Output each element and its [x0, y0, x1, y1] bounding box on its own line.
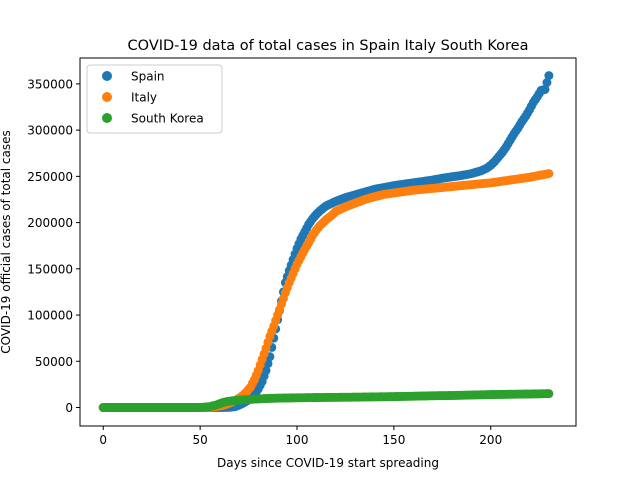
data-point [544, 71, 554, 81]
series-south-korea [98, 389, 554, 413]
y-tick-label: 50000 [35, 355, 73, 369]
x-axis: 0 50 100 150 200 [99, 426, 502, 447]
data-point [544, 389, 554, 399]
x-tick-label: 150 [382, 433, 405, 447]
y-tick-label: 150000 [27, 262, 73, 276]
legend-label: South Korea [131, 112, 204, 126]
x-tick-label: 50 [192, 433, 207, 447]
legend: Spain Italy South Korea [86, 64, 223, 134]
y-tick-label: 350000 [27, 77, 73, 91]
plot-area [79, 57, 577, 427]
data-point [544, 169, 554, 179]
y-tick-label: 250000 [27, 170, 73, 184]
y-tick-label: 300000 [27, 124, 73, 138]
plot-frame [79, 57, 577, 427]
y-tick-label: 100000 [27, 309, 73, 323]
y-tick-label: 0 [65, 401, 73, 415]
x-tick-label: 200 [479, 433, 502, 447]
x-tick-label: 100 [286, 433, 309, 447]
y-tick-label: 200000 [27, 216, 73, 230]
data-point [542, 78, 552, 87]
legend-marker [102, 71, 112, 81]
legend-label: Italy [131, 91, 157, 105]
legend-label: Spain [131, 70, 165, 84]
legend-box [86, 64, 223, 134]
y-axis-label: COVID-19 official cases of total cases [0, 130, 13, 354]
data-point [261, 366, 271, 376]
chart-title: COVID-19 data of total cases in Spain It… [128, 38, 529, 54]
legend-marker [102, 113, 112, 123]
x-tick-label: 0 [99, 433, 107, 447]
legend-marker [102, 92, 112, 102]
y-axis: 0 50000 100000 150000 200000 250000 300000 3500… [27, 77, 80, 415]
data-point [540, 84, 550, 94]
x-axis-label: Days since COVID-19 start spreading [217, 456, 439, 470]
